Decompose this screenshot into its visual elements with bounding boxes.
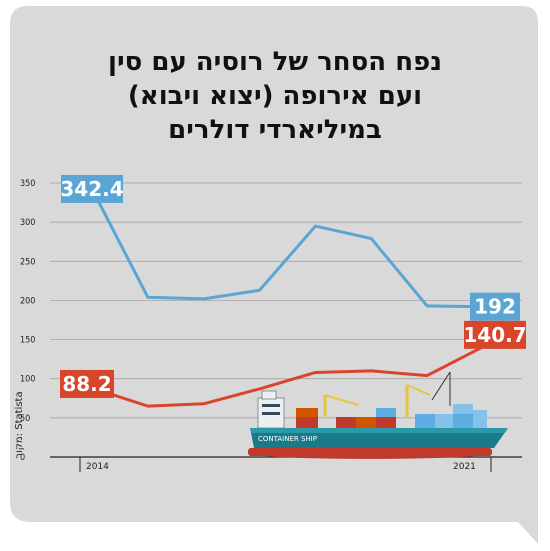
series-2-end-label: 140.7	[463, 323, 526, 347]
chart-title-line-1: נפח הסחר של רוסיה עם סין	[108, 47, 442, 77]
series-1-start-label-box	[61, 174, 123, 203]
container-ship-illustration: CONTAINER SHIP	[248, 371, 508, 459]
y-tick-label: 350	[20, 179, 35, 189]
ship-label: CONTAINER SHIP	[258, 435, 317, 443]
y-axis: 0 50 100 150 200 250 300 350	[20, 179, 35, 463]
series-1-end-label-box	[470, 292, 520, 321]
y-tick-label: 150	[20, 336, 35, 346]
series-2-start-label-box	[60, 369, 114, 398]
x-axis: 2014 2021	[79, 457, 492, 472]
series-2-start-label: 88.2	[62, 372, 111, 396]
x-tick-label: 2014	[86, 462, 109, 472]
chart-title-line-3: במיליארדי דולרים	[168, 115, 382, 145]
x-tick-label: 2021	[453, 462, 476, 472]
chart-title-line-2: ועם אירופה (יצוא ויבוא)	[128, 81, 422, 111]
y-tick-label: 200	[20, 296, 35, 306]
series-line-2	[91, 345, 484, 408]
series-line-1	[90, 188, 484, 309]
y-tick-label: 100	[20, 375, 35, 385]
series-1-start-label: 342.4	[60, 177, 123, 201]
y-tick-label: 300	[20, 218, 35, 228]
series-2-end-label-box	[464, 320, 526, 349]
series-1-end-label: 192	[474, 295, 516, 319]
y-tick-label: 50	[20, 414, 30, 424]
y-tick-label: 250	[20, 257, 35, 267]
y-tick-label: 0	[20, 453, 25, 463]
source-note: מקור: Statista	[14, 391, 25, 458]
series-lines: 342.4 192 88.2 140.7	[60, 174, 527, 408]
